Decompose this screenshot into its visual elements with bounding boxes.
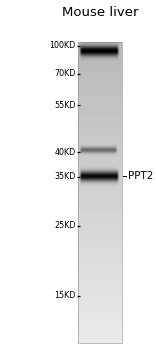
Bar [78,42,122,343]
Text: 35KD: 35KD [54,172,76,181]
Text: 55KD: 55KD [54,100,76,110]
Text: 40KD: 40KD [54,148,76,157]
Text: 15KD: 15KD [54,291,76,300]
Text: 70KD: 70KD [54,69,76,78]
Text: 100KD: 100KD [49,41,76,50]
Text: Mouse liver: Mouse liver [62,6,138,19]
Text: PPT2: PPT2 [128,171,153,181]
Text: 25KD: 25KD [54,221,76,230]
